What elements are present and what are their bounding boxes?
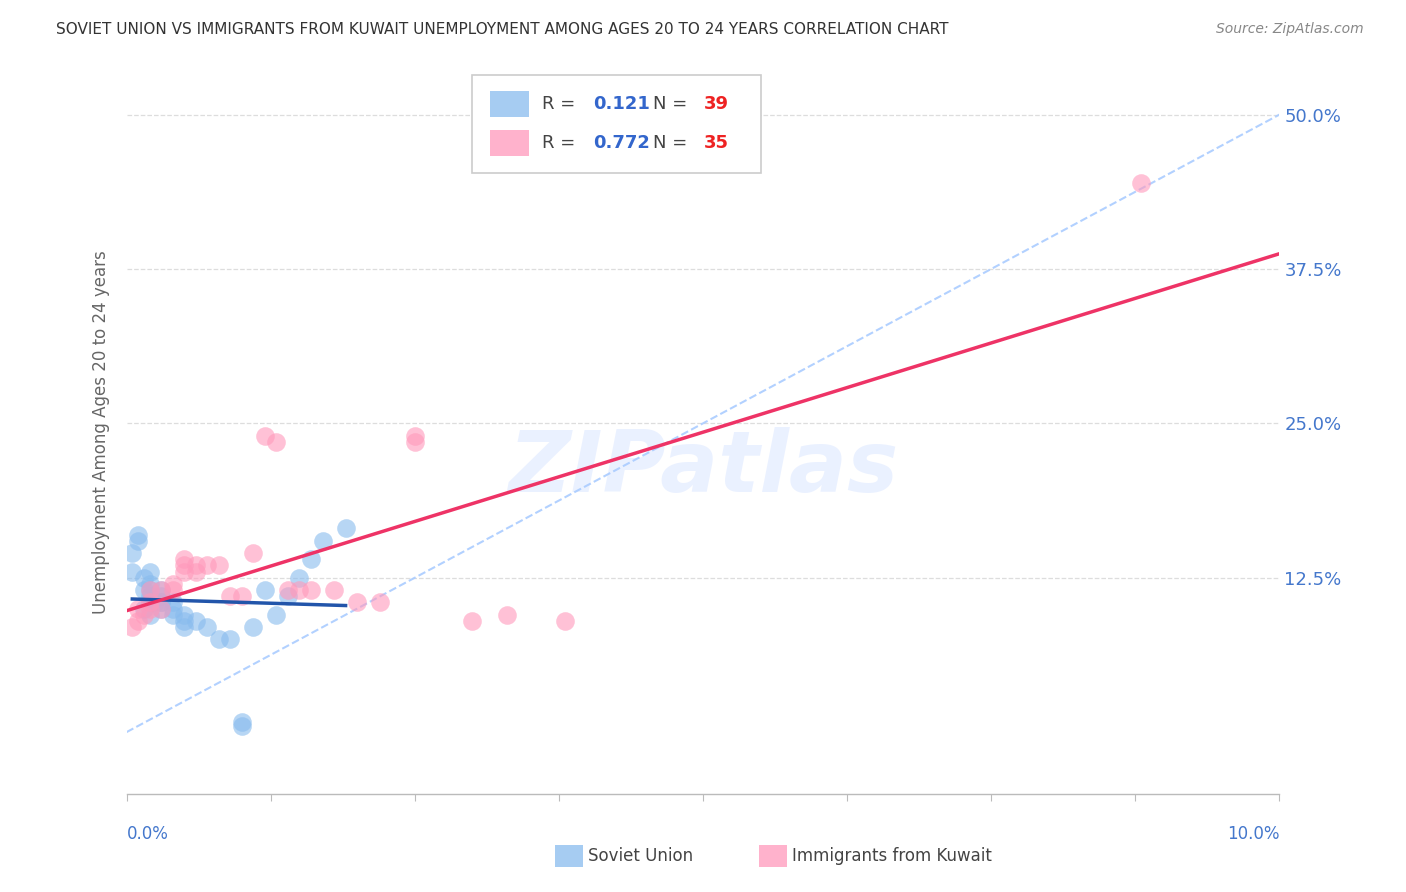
Point <box>150 601 173 615</box>
Point <box>219 632 242 647</box>
Point <box>150 595 173 609</box>
FancyBboxPatch shape <box>489 91 529 117</box>
Point <box>138 607 160 622</box>
Text: ZIPatlas: ZIPatlas <box>508 427 898 510</box>
Text: Source: ZipAtlas.com: Source: ZipAtlas.com <box>1216 22 1364 37</box>
Y-axis label: Unemployment Among Ages 20 to 24 years: Unemployment Among Ages 20 to 24 years <box>91 251 110 615</box>
Point <box>208 558 231 573</box>
Point <box>461 614 484 628</box>
Point <box>184 614 207 628</box>
Point <box>150 589 173 603</box>
Point <box>195 620 218 634</box>
Point <box>231 589 253 603</box>
Text: Immigrants from Kuwait: Immigrants from Kuwait <box>792 847 991 865</box>
Point <box>404 428 426 442</box>
Point <box>150 595 173 609</box>
Point <box>127 614 149 628</box>
Point <box>288 583 311 598</box>
Point <box>231 715 253 730</box>
Point <box>145 595 166 609</box>
Text: 0.121: 0.121 <box>593 95 651 113</box>
Point <box>219 589 242 603</box>
FancyBboxPatch shape <box>489 130 529 156</box>
Point <box>253 583 276 598</box>
Point <box>132 601 155 615</box>
Point <box>138 577 160 591</box>
Point <box>162 607 184 622</box>
Point <box>173 552 195 566</box>
Point <box>266 434 288 449</box>
Point <box>138 589 160 603</box>
Point <box>184 558 207 573</box>
Point <box>253 428 276 442</box>
Point <box>554 614 576 628</box>
Point <box>132 571 155 585</box>
Text: 0.0%: 0.0% <box>127 825 169 843</box>
Text: R =: R = <box>541 134 581 152</box>
Point <box>138 583 160 598</box>
Point <box>127 601 149 615</box>
Text: 39: 39 <box>704 95 730 113</box>
Point <box>173 558 195 573</box>
Point <box>288 571 311 585</box>
Point <box>184 565 207 579</box>
Point <box>150 583 173 598</box>
Point <box>127 527 149 541</box>
Point <box>299 583 322 598</box>
Point <box>242 546 264 560</box>
FancyBboxPatch shape <box>472 75 761 172</box>
Point <box>173 565 195 579</box>
Point <box>208 632 231 647</box>
Point <box>162 601 184 615</box>
Point <box>138 565 160 579</box>
Text: R =: R = <box>541 95 581 113</box>
Point <box>173 620 195 634</box>
Point <box>368 595 391 609</box>
Point <box>277 589 299 603</box>
Text: N =: N = <box>654 95 693 113</box>
Point <box>132 607 155 622</box>
Point <box>121 546 143 560</box>
Point <box>323 583 346 598</box>
Point <box>173 607 195 622</box>
Point <box>162 583 184 598</box>
Point <box>335 521 357 535</box>
Point <box>121 565 143 579</box>
Point <box>132 583 155 598</box>
Text: N =: N = <box>654 134 693 152</box>
Point <box>277 583 299 598</box>
Point <box>195 558 218 573</box>
Point <box>266 607 288 622</box>
Point <box>346 595 368 609</box>
Point <box>138 595 160 609</box>
Text: 35: 35 <box>704 134 730 152</box>
Point <box>138 583 160 598</box>
Text: 10.0%: 10.0% <box>1227 825 1279 843</box>
Point <box>162 595 184 609</box>
Point <box>299 552 322 566</box>
Text: 0.772: 0.772 <box>593 134 651 152</box>
Text: Soviet Union: Soviet Union <box>588 847 693 865</box>
Point <box>404 434 426 449</box>
Point <box>496 607 519 622</box>
Point <box>311 533 333 548</box>
Point <box>231 719 253 733</box>
Point <box>173 614 195 628</box>
Point <box>150 583 173 598</box>
Point <box>242 620 264 634</box>
Point <box>127 533 149 548</box>
Point <box>138 595 160 609</box>
Point <box>138 601 160 615</box>
Point <box>121 620 143 634</box>
Text: SOVIET UNION VS IMMIGRANTS FROM KUWAIT UNEMPLOYMENT AMONG AGES 20 TO 24 YEARS CO: SOVIET UNION VS IMMIGRANTS FROM KUWAIT U… <box>56 22 949 37</box>
Point <box>150 601 173 615</box>
Point <box>1130 176 1153 190</box>
Point <box>162 577 184 591</box>
